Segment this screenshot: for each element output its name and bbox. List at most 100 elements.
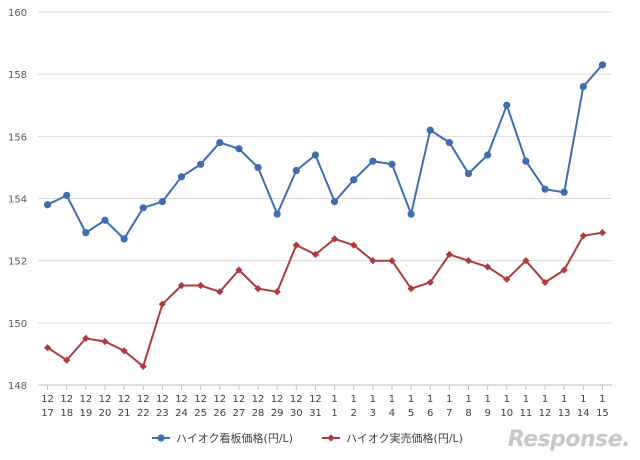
data-point <box>177 173 186 181</box>
data-point <box>139 362 147 370</box>
y-tick-label: 150 <box>8 319 27 330</box>
x-tick-label-day: 19 <box>79 408 92 419</box>
x-tick-label-day: 9 <box>484 408 490 419</box>
x-tick-label-month: 12 <box>137 394 150 405</box>
x-tick-label-month: 12 <box>194 394 207 405</box>
data-point <box>350 176 358 184</box>
data-point <box>426 278 434 287</box>
x-tick-label-month: 12 <box>309 394 322 405</box>
x-tick-label-month: 12 <box>99 394 112 405</box>
x-tick-label-month: 1 <box>465 394 471 405</box>
x-tick-label-month: 1 <box>599 394 605 405</box>
data-point <box>292 166 300 175</box>
data-point <box>484 263 492 271</box>
series-line <box>47 231 603 369</box>
x-tick-label-day: 10 <box>500 408 513 419</box>
legend-label: ハイオク実売価格(円/L) <box>346 431 463 445</box>
data-point <box>216 288 224 296</box>
data-point <box>503 101 511 109</box>
y-tick-label: 154 <box>8 195 27 206</box>
data-point <box>579 232 587 240</box>
data-point <box>177 281 186 290</box>
data-point <box>350 241 358 249</box>
x-tick-label-month: 1 <box>484 394 490 405</box>
x-tick-label-month: 1 <box>446 394 452 405</box>
x-tick-label-month: 12 <box>213 394 226 405</box>
x-tick-label-month: 1 <box>427 394 433 405</box>
x-tick-label-day: 12 <box>539 408 552 419</box>
gridlines <box>38 11 612 386</box>
y-tick-label: 158 <box>8 70 27 81</box>
x-tick-label-day: 21 <box>118 408 131 419</box>
data-point <box>369 257 377 265</box>
data-point <box>43 201 52 209</box>
data-point <box>139 204 147 212</box>
x-tick-label-day: 15 <box>596 408 609 419</box>
x-tick-label-month: 12 <box>233 394 246 405</box>
data-point <box>579 83 587 91</box>
x-tick-label-day: 3 <box>370 408 376 419</box>
data-point <box>464 257 473 265</box>
series-2 <box>43 229 607 370</box>
x-tick-label-month: 1 <box>370 394 376 405</box>
x-tick-label-month: 12 <box>252 394 265 405</box>
data-point <box>120 235 128 243</box>
data-point <box>273 288 281 296</box>
x-tick-label-day: 2 <box>351 408 357 419</box>
data-point <box>311 151 320 159</box>
data-point <box>407 210 415 218</box>
x-tick-label-day: 29 <box>271 408 284 419</box>
legend: ハイオク看板価格(円/L) ハイオク実売価格(円/L) <box>152 431 463 445</box>
data-point <box>541 185 549 193</box>
x-tick-label-day: 1 <box>331 408 337 419</box>
x-tick-label-day: 5 <box>408 408 414 419</box>
x-tick-label-month: 12 <box>41 394 54 405</box>
x-tick-label-month: 12 <box>118 394 131 405</box>
legend-marker <box>327 434 335 442</box>
y-tick-label: 160 <box>8 8 27 19</box>
data-point <box>43 344 52 352</box>
data-point <box>426 126 434 134</box>
legend-item-2: ハイオク実売価格(円/L) <box>322 431 463 445</box>
x-tick-label-month: 12 <box>271 394 284 405</box>
x-tick-label-day: 30 <box>290 408 303 419</box>
data-point <box>235 145 243 153</box>
watermark-logo: Response. <box>508 427 630 452</box>
x-tick-label-day: 23 <box>156 408 169 419</box>
data-point <box>216 138 224 147</box>
series-line <box>47 64 604 241</box>
series-1 <box>43 61 607 243</box>
data-point <box>484 151 492 159</box>
x-tick-label-day: 11 <box>520 408 533 419</box>
x-tick-label-day: 25 <box>194 408 207 419</box>
data-point <box>63 356 71 364</box>
x-tick-label-month: 1 <box>542 394 548 405</box>
data-point <box>541 278 549 287</box>
data-point <box>598 229 607 237</box>
data-point <box>388 257 396 265</box>
x-tick-label-month: 12 <box>175 394 188 405</box>
x-tick-label-month: 1 <box>408 394 414 405</box>
data-point <box>598 61 607 69</box>
data-point <box>503 275 511 283</box>
x-tick-label-day: 31 <box>309 408 322 419</box>
series-group <box>43 61 607 370</box>
x-tick-label-month: 1 <box>351 394 357 405</box>
data-point <box>197 281 205 290</box>
data-point <box>445 138 453 147</box>
data-point <box>197 160 205 168</box>
data-point <box>101 337 109 346</box>
data-point <box>273 210 281 218</box>
data-point <box>522 157 530 165</box>
data-point <box>120 347 128 355</box>
data-point <box>63 191 71 199</box>
data-point <box>464 170 473 178</box>
x-tick-label-month: 1 <box>331 394 337 405</box>
legend-label: ハイオク看板価格(円/L) <box>176 431 293 445</box>
x-tick-label-day: 13 <box>558 408 571 419</box>
data-point <box>388 160 396 168</box>
data-point <box>254 285 262 293</box>
x-tick-label-month: 1 <box>580 394 586 405</box>
data-point <box>522 257 530 265</box>
data-point <box>369 157 377 165</box>
